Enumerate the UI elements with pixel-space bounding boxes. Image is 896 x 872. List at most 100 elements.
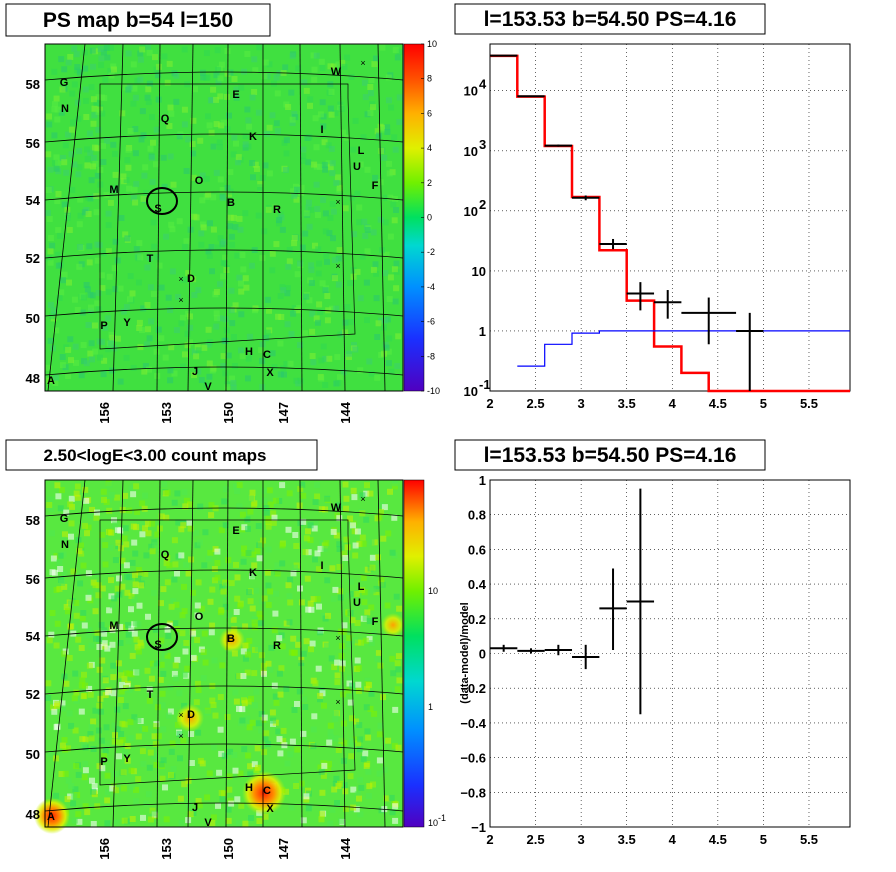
map-pixel xyxy=(329,201,336,207)
map-pixel xyxy=(273,497,279,504)
map-pixel xyxy=(354,657,361,664)
map-pixel xyxy=(88,340,95,347)
map-pixel xyxy=(161,53,168,60)
lon-tick-144: 144 xyxy=(338,401,353,423)
ps-colorbar-tick: -6 xyxy=(427,317,435,327)
map-pixel xyxy=(89,356,95,363)
map-pixel xyxy=(258,727,265,734)
map-pixel xyxy=(295,305,302,311)
map-pixel xyxy=(263,335,270,342)
map-pixel xyxy=(46,113,52,120)
lon-tick-147: 147 xyxy=(276,402,291,424)
map-pixel xyxy=(279,226,286,233)
map-pixel xyxy=(140,814,146,821)
map-pixel xyxy=(234,488,241,495)
map-pixel xyxy=(363,704,370,711)
map-pixel xyxy=(254,548,261,554)
region-outline xyxy=(99,83,356,350)
map-pixel xyxy=(129,816,136,822)
map-pixel xyxy=(181,671,188,678)
map-pixel xyxy=(167,104,174,111)
map-pixel xyxy=(228,233,235,240)
meridian-line xyxy=(377,43,386,392)
map-pixel xyxy=(220,273,227,280)
meridian-line xyxy=(339,43,346,392)
map-pixel xyxy=(63,680,70,687)
map-pixel xyxy=(327,820,334,827)
map-pixel xyxy=(100,488,107,495)
map-pixel xyxy=(251,89,258,95)
map-pixel xyxy=(190,117,197,124)
map-pixel xyxy=(139,46,146,53)
map-pixel xyxy=(56,559,63,566)
map-pixel xyxy=(204,74,211,81)
map-pixel xyxy=(318,506,325,513)
map-pixel xyxy=(367,110,374,117)
map-pixel xyxy=(316,301,323,308)
map-pixel xyxy=(176,133,183,140)
map-pixel xyxy=(229,375,236,382)
map-pixel xyxy=(147,749,154,756)
map-pixel xyxy=(317,764,324,771)
map-pixel xyxy=(75,811,82,818)
map-pixel xyxy=(200,224,207,231)
map-pixel xyxy=(350,487,357,494)
map-pixel xyxy=(144,520,151,527)
map-pixel xyxy=(244,720,251,727)
map-pixel xyxy=(232,767,239,774)
title-top-right-text: l=153.53 b=54.50 PS=4.16 xyxy=(484,8,737,31)
map-pixel xyxy=(168,221,175,228)
source-label-d: D xyxy=(187,709,195,721)
map-pixel xyxy=(342,319,349,326)
map-pixel xyxy=(287,599,294,606)
title-bottom-right: l=153.53 b=54.50 PS=4.16 xyxy=(454,439,766,471)
map-pixel xyxy=(74,306,81,313)
map-pixel xyxy=(395,666,402,673)
map-pixel xyxy=(53,702,60,709)
map-pixel xyxy=(248,695,254,702)
map-pixel xyxy=(101,496,107,503)
map-pixel xyxy=(353,806,360,813)
map-pixel xyxy=(203,381,210,388)
source-cross-icon: × xyxy=(335,261,340,271)
map-pixel xyxy=(189,141,196,147)
spectrum-y-tick-base: 10 xyxy=(464,84,478,99)
map-pixel xyxy=(259,384,266,391)
map-pixel xyxy=(262,735,269,742)
map-pixel xyxy=(327,734,334,741)
map-pixel xyxy=(124,235,131,242)
map-pixel xyxy=(264,329,271,336)
source-label-m: M xyxy=(109,184,118,196)
map-pixel xyxy=(362,614,369,621)
parallel-line xyxy=(44,133,404,143)
map-pixel xyxy=(386,296,393,303)
map-pixel xyxy=(90,746,97,752)
map-pixel xyxy=(120,173,127,180)
map-pixel xyxy=(173,327,180,334)
map-pixel xyxy=(224,714,231,720)
map-pixel xyxy=(275,313,282,320)
map-pixel xyxy=(84,809,91,816)
map-pixel xyxy=(200,675,207,682)
map-pixel xyxy=(322,166,329,173)
parallel-line xyxy=(44,569,404,579)
map-pixel xyxy=(362,750,369,757)
map-pixel xyxy=(125,164,132,171)
map-pixel xyxy=(392,146,399,153)
map-pixel xyxy=(336,564,343,570)
map-pixel xyxy=(224,384,231,391)
map-pixel xyxy=(123,670,129,677)
map-pixel xyxy=(106,481,113,488)
map-pixel xyxy=(211,657,218,664)
map-pixel xyxy=(308,262,315,269)
spectrum-y-tick: 10 2 xyxy=(464,197,487,219)
map-pixel xyxy=(256,555,263,562)
residual-x-tick-5.5: 5.5 xyxy=(800,832,818,847)
map-pixel xyxy=(101,753,108,759)
map-pixel xyxy=(89,506,95,513)
map-pixel xyxy=(147,284,154,291)
map-pixel xyxy=(143,189,150,196)
map-pixel xyxy=(374,655,381,662)
map-pixel xyxy=(141,172,148,179)
lat-tick-56: 56 xyxy=(26,572,40,587)
